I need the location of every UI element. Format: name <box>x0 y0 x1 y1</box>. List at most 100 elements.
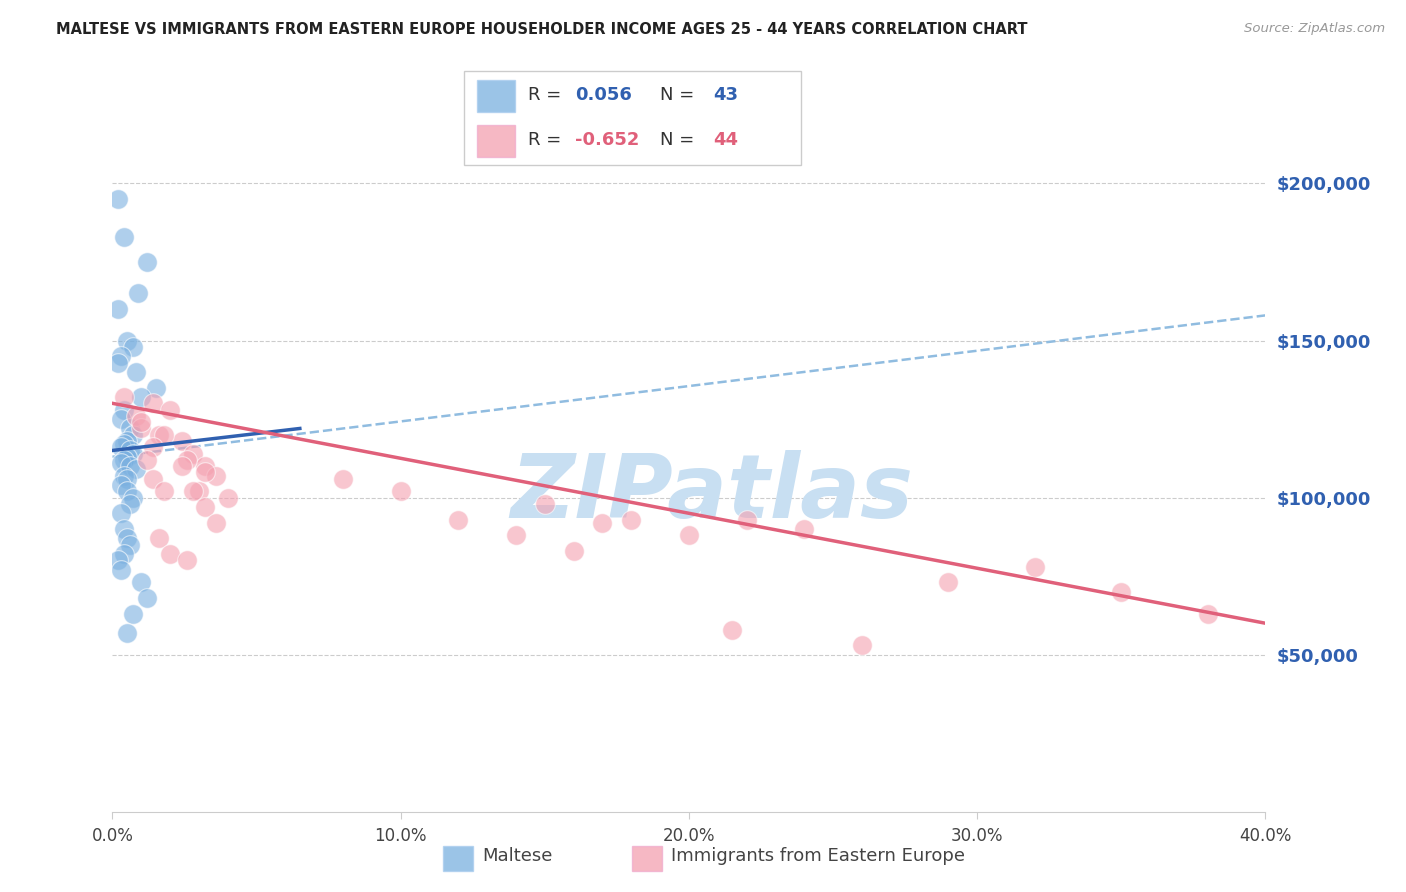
Point <box>115 434 138 448</box>
Point <box>205 468 228 483</box>
Point <box>112 453 135 467</box>
Point <box>793 522 815 536</box>
Point <box>851 638 873 652</box>
Point <box>115 532 138 546</box>
Point <box>121 427 143 442</box>
Point <box>1024 559 1046 574</box>
Point <box>194 459 217 474</box>
Point <box>142 440 165 454</box>
Text: ZIPatlas: ZIPatlas <box>510 450 914 537</box>
Point <box>1197 607 1219 621</box>
Text: Immigrants from Eastern Europe: Immigrants from Eastern Europe <box>671 847 965 865</box>
Text: Source: ZipAtlas.com: Source: ZipAtlas.com <box>1244 22 1385 36</box>
Point <box>118 497 141 511</box>
Point <box>148 427 170 442</box>
Point <box>112 468 135 483</box>
Point <box>112 437 135 451</box>
Point <box>115 484 138 499</box>
Point <box>153 427 176 442</box>
FancyBboxPatch shape <box>464 71 801 165</box>
Point <box>176 553 198 567</box>
Point <box>170 459 193 474</box>
Point <box>110 349 132 363</box>
Point <box>118 538 141 552</box>
Text: 43: 43 <box>714 86 738 103</box>
Point <box>127 286 149 301</box>
Point <box>181 484 204 499</box>
Point <box>121 491 143 505</box>
Point <box>110 440 132 454</box>
Point <box>110 456 132 470</box>
Point <box>110 412 132 426</box>
Point <box>107 192 129 206</box>
Point <box>107 302 129 317</box>
Text: MALTESE VS IMMIGRANTS FROM EASTERN EUROPE HOUSEHOLDER INCOME AGES 25 - 44 YEARS : MALTESE VS IMMIGRANTS FROM EASTERN EUROP… <box>56 22 1028 37</box>
Point <box>118 421 141 435</box>
Text: N =: N = <box>659 131 700 149</box>
Point <box>112 402 135 417</box>
Point <box>107 553 129 567</box>
Point <box>170 434 193 448</box>
Point <box>217 491 239 505</box>
Text: Maltese: Maltese <box>482 847 553 865</box>
Point <box>136 255 159 269</box>
Text: N =: N = <box>659 86 700 103</box>
Point <box>721 623 744 637</box>
FancyBboxPatch shape <box>478 125 515 157</box>
FancyBboxPatch shape <box>478 79 515 112</box>
Text: -0.652: -0.652 <box>575 131 640 149</box>
Point <box>194 466 217 480</box>
Point <box>115 625 138 640</box>
Point <box>678 528 700 542</box>
Point <box>124 462 146 476</box>
Point <box>176 453 198 467</box>
Point <box>620 512 643 526</box>
Point <box>112 390 135 404</box>
FancyBboxPatch shape <box>443 847 472 871</box>
Point <box>181 447 204 461</box>
Point <box>505 528 527 542</box>
Point <box>129 575 153 590</box>
FancyBboxPatch shape <box>633 847 662 871</box>
Point <box>110 478 132 492</box>
Point <box>110 563 132 577</box>
Point <box>112 522 135 536</box>
Point <box>159 402 181 417</box>
Point <box>142 396 165 410</box>
Point <box>118 459 141 474</box>
Point <box>129 415 153 429</box>
Text: R =: R = <box>529 131 567 149</box>
Point <box>115 472 138 486</box>
Point <box>112 230 135 244</box>
Text: R =: R = <box>529 86 567 103</box>
Text: 44: 44 <box>714 131 738 149</box>
Point <box>153 484 176 499</box>
Point <box>148 532 170 546</box>
Point <box>389 484 412 499</box>
Point <box>936 575 959 590</box>
Point <box>562 544 585 558</box>
Point <box>124 409 146 423</box>
Point <box>1111 584 1133 599</box>
Point <box>110 506 132 520</box>
Point <box>205 516 228 530</box>
Point <box>121 607 143 621</box>
Point <box>145 381 167 395</box>
Point <box>129 421 153 435</box>
Point <box>534 497 557 511</box>
Point <box>136 453 159 467</box>
Point <box>447 512 470 526</box>
Point <box>129 390 153 404</box>
Point <box>142 472 165 486</box>
Point <box>735 512 758 526</box>
Point <box>121 447 143 461</box>
Point <box>332 472 354 486</box>
Point <box>592 516 614 530</box>
Text: 0.056: 0.056 <box>575 86 633 103</box>
Point <box>194 500 217 514</box>
Point <box>121 340 143 354</box>
Point <box>118 443 141 458</box>
Point <box>115 450 138 464</box>
Point <box>107 355 129 369</box>
Point <box>112 547 135 561</box>
